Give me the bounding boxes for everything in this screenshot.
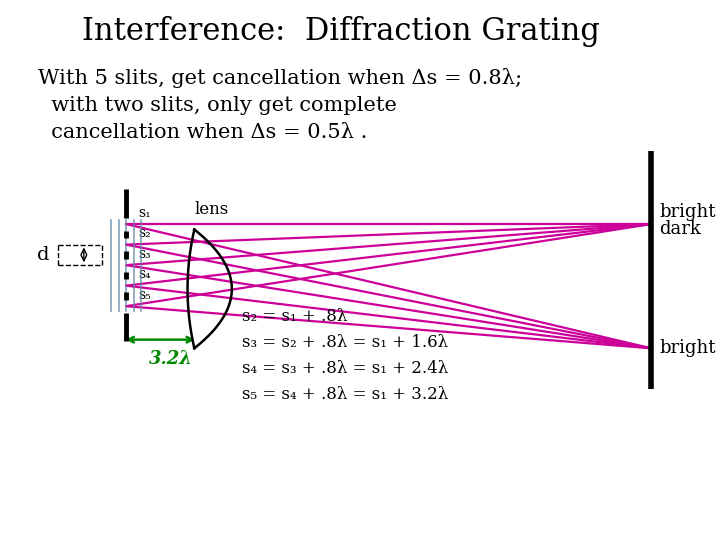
Text: s₂: s₂ <box>138 226 151 240</box>
Text: bright: bright <box>660 339 716 357</box>
Text: s₅: s₅ <box>138 288 151 302</box>
Text: s₃: s₃ <box>138 247 151 261</box>
Text: lens: lens <box>194 201 228 218</box>
Text: With 5 slits, get cancellation when Δs = 0.8λ;: With 5 slits, get cancellation when Δs =… <box>37 68 521 87</box>
Text: s₄ = s₃ + .8λ = s₁ + 2.4λ: s₄ = s₃ + .8λ = s₁ + 2.4λ <box>242 360 449 376</box>
Text: s₅ = s₄ + .8λ = s₁ + 3.2λ: s₅ = s₄ + .8λ = s₁ + 3.2λ <box>242 386 449 402</box>
Text: bright: bright <box>660 203 716 221</box>
Text: s₂ = s₁ + .8λ: s₂ = s₁ + .8λ <box>242 308 348 325</box>
Text: cancellation when Δs = 0.5λ .: cancellation when Δs = 0.5λ . <box>37 123 367 142</box>
Text: s₁: s₁ <box>138 206 151 220</box>
Text: Interference:  Diffraction Grating: Interference: Diffraction Grating <box>82 16 600 47</box>
Text: 3.2λ: 3.2λ <box>148 350 192 368</box>
Text: with two slits, only get complete: with two slits, only get complete <box>37 96 397 115</box>
Text: d: d <box>37 246 49 264</box>
Text: s₄: s₄ <box>138 267 151 281</box>
Text: dark: dark <box>660 220 701 239</box>
Text: s₃ = s₂ + .8λ = s₁ + 1.6λ: s₃ = s₂ + .8λ = s₁ + 1.6λ <box>242 334 449 350</box>
